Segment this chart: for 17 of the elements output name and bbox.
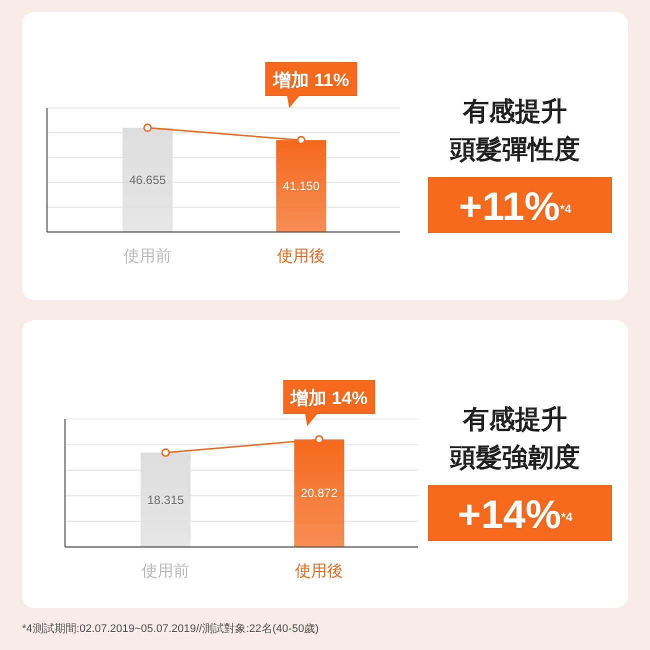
x-tick-label: 使用前 [142, 562, 190, 580]
text: 有感提升 [462, 96, 567, 126]
text: 頭髮強韌度 [449, 442, 580, 472]
data-label: 20.872 [300, 486, 338, 500]
x-tick-label: 使用前 [124, 247, 172, 265]
text: 增加 14% [290, 388, 368, 408]
text: 增加 11% [272, 70, 350, 90]
text: *4測試期間:02.07.2019~05.07.2019//測試對象:22名(40-50歲) [22, 622, 319, 635]
text: +14%$^{*4}$ [458, 493, 573, 537]
data-label: 41.150 [282, 179, 320, 194]
data-label: 46.655 [129, 172, 166, 187]
text: 有感提升 [462, 404, 567, 434]
text: 頭髮彈性度 [449, 134, 580, 164]
x-tick-label: 使用後 [295, 562, 344, 580]
text: +11%$^{*4}$ [458, 185, 572, 229]
x-tick-label: 使用後 [277, 247, 326, 265]
data-label: 18.315 [147, 492, 184, 507]
